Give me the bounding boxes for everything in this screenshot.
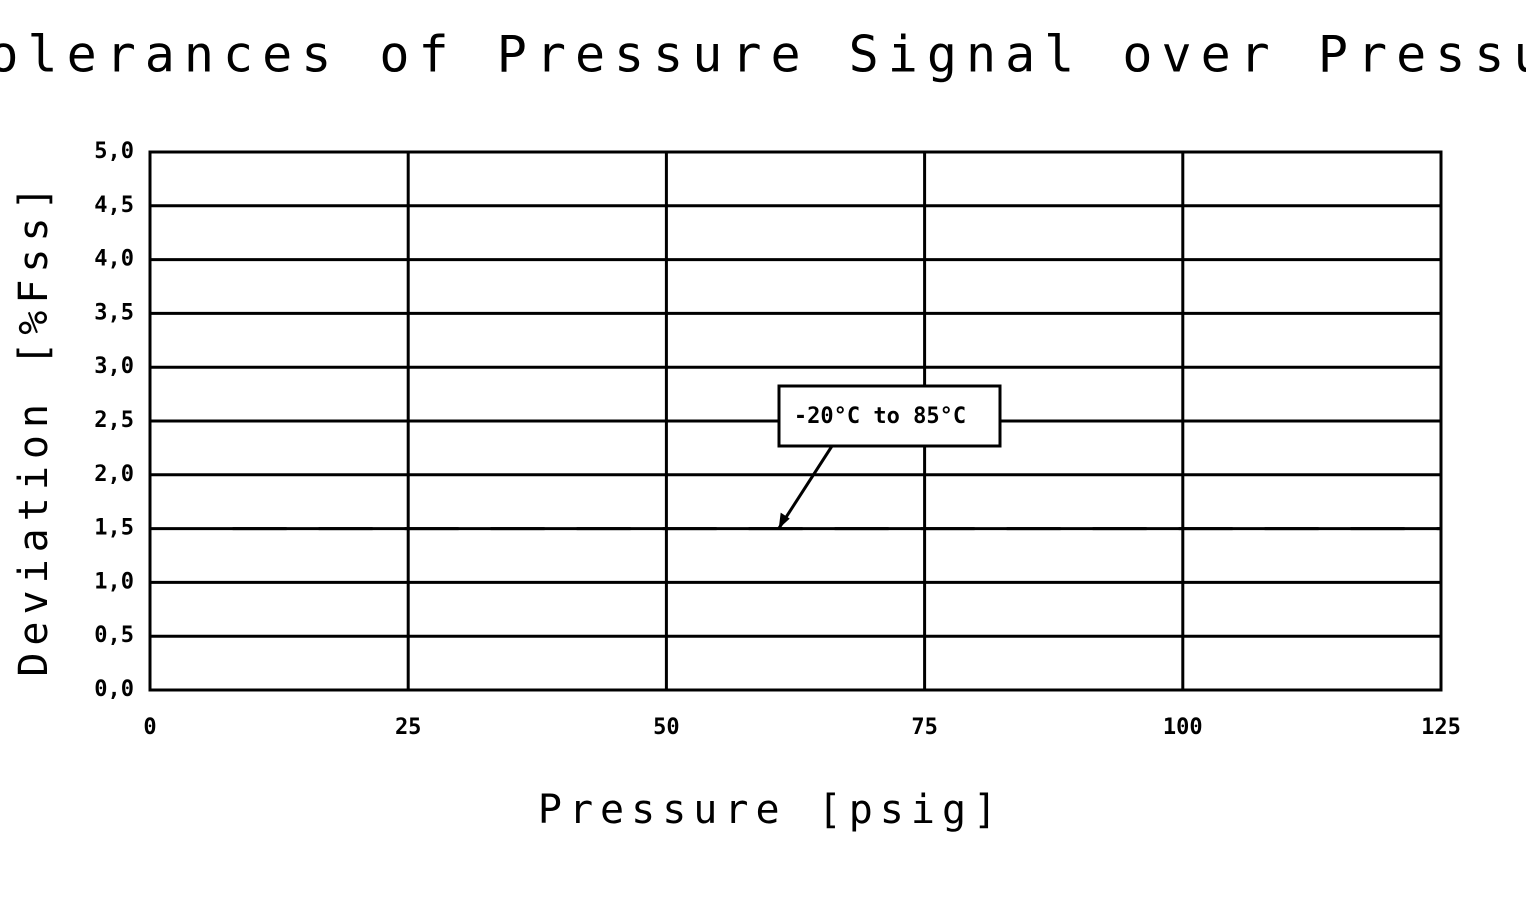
y-tick-label: 0,0 — [94, 677, 134, 702]
chart-title: Tolerances of Pressure Signal over Press… — [0, 26, 1526, 84]
y-tick-label: 5,0 — [94, 139, 134, 164]
y-axis-label: Deviation [%Fss] — [11, 179, 57, 676]
x-tick-label: 50 — [653, 715, 680, 740]
annotation-arrow — [777, 445, 834, 530]
y-tick-label: 1,5 — [94, 516, 134, 541]
y-tick-label: 2,0 — [94, 462, 134, 487]
x-axis-label: Pressure [psig] — [538, 787, 1004, 833]
legend-label: -20°C to 85°C — [794, 404, 966, 429]
x-tick-label: 125 — [1421, 715, 1461, 740]
y-tick-label: 3,0 — [94, 354, 134, 379]
y-tick-label: 4,0 — [94, 247, 134, 272]
x-tick-label: 100 — [1163, 715, 1203, 740]
y-tick-label: 0,5 — [94, 623, 134, 648]
x-tick-label: 25 — [395, 715, 422, 740]
x-tick-label: 75 — [911, 715, 938, 740]
x-tick-label: 0 — [143, 715, 156, 740]
y-tick-label: 1,0 — [94, 569, 134, 594]
y-tick-label: 4,5 — [94, 193, 134, 218]
arrow-head — [778, 512, 790, 529]
y-tick-label: 2,5 — [94, 408, 134, 433]
y-tick-label: 3,5 — [94, 300, 134, 325]
plot-frame — [148, 150, 1443, 692]
legend-box — [777, 384, 1002, 448]
